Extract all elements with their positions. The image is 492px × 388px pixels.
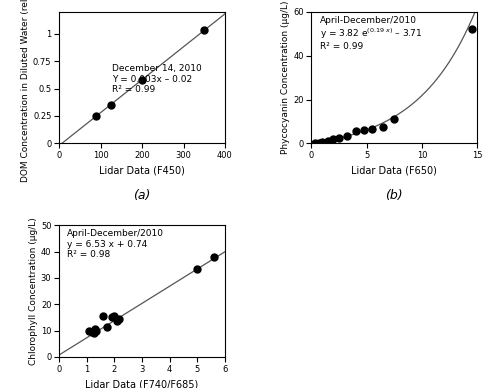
Point xyxy=(138,77,146,83)
X-axis label: Lidar Data (F740/F685): Lidar Data (F740/F685) xyxy=(86,379,199,388)
Point xyxy=(92,327,100,334)
Point xyxy=(361,127,369,133)
Point xyxy=(103,324,111,330)
Point xyxy=(368,126,376,132)
Point xyxy=(200,27,208,33)
Point xyxy=(107,102,115,108)
Text: April-December/2010
y = 3.82 e$^{(0.19\ x)}$ – 3.71
R² = 0.99: April-December/2010 y = 3.82 e$^{(0.19\ … xyxy=(320,16,422,52)
Point xyxy=(324,138,332,144)
Y-axis label: Phycocyanin Concentration (μg/L): Phycocyanin Concentration (μg/L) xyxy=(281,1,290,154)
Point xyxy=(108,314,116,320)
Point xyxy=(99,313,107,319)
Point xyxy=(90,330,97,336)
X-axis label: Lidar Data (F650): Lidar Data (F650) xyxy=(351,166,437,176)
Point xyxy=(315,140,323,146)
X-axis label: Lidar Data (F450): Lidar Data (F450) xyxy=(99,166,185,176)
Point xyxy=(110,313,118,319)
Point xyxy=(113,318,121,324)
Text: April-December/2010
y = 6.53 x + 0.74
R² = 0.98: April-December/2010 y = 6.53 x + 0.74 R²… xyxy=(67,229,164,259)
Text: (a): (a) xyxy=(133,189,151,202)
Point xyxy=(352,128,360,135)
Point xyxy=(468,26,476,32)
Point xyxy=(115,315,123,322)
Point xyxy=(318,139,326,145)
Point xyxy=(210,254,218,260)
Y-axis label: DOM Concentration in Diluted Water (relative): DOM Concentration in Diluted Water (rela… xyxy=(21,0,30,182)
Point xyxy=(86,327,93,334)
Point xyxy=(335,135,343,141)
Point xyxy=(330,137,338,143)
Point xyxy=(92,113,100,119)
Y-axis label: Chlorophyll Concentration (μg/L): Chlorophyll Concentration (μg/L) xyxy=(29,217,38,365)
Text: December 14, 2010
Y = 0.003x – 0.02
R² = 0.99: December 14, 2010 Y = 0.003x – 0.02 R² =… xyxy=(112,64,202,94)
Point xyxy=(91,326,99,333)
Point xyxy=(193,265,201,272)
Point xyxy=(88,329,96,335)
Point xyxy=(390,116,398,122)
Point xyxy=(379,124,387,130)
Point xyxy=(310,140,318,146)
Point xyxy=(343,133,351,139)
Text: (b): (b) xyxy=(385,189,403,202)
